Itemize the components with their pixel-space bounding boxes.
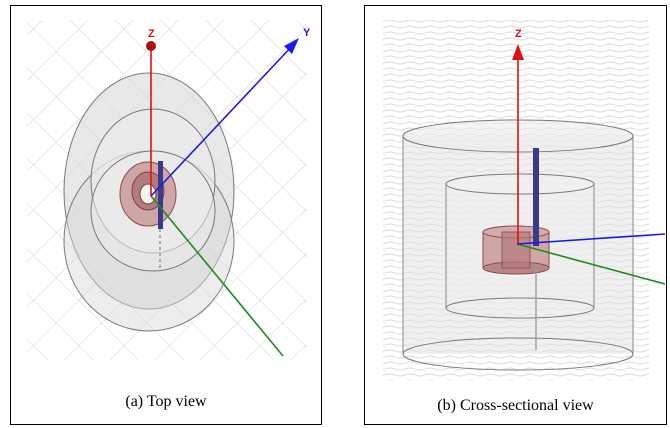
x-axis-line — [516, 243, 665, 285]
z-axis-arrow — [512, 44, 524, 60]
panel-cross-sectional-view: Z (b) Cross-sectional view — [364, 5, 667, 425]
feed-probe — [533, 148, 539, 246]
z-axis-label: Z — [515, 28, 522, 40]
x-axis-line — [150, 195, 284, 357]
panel-top-view: Z Y (a) Top view — [10, 5, 322, 425]
cross-section-figure: Z — [383, 20, 665, 380]
z-axis-label: Z — [148, 28, 155, 40]
z-axis-tip — [146, 41, 156, 51]
outer-cylinder-bottom — [402, 337, 634, 371]
feed-probe — [158, 161, 163, 229]
caption-cross-sectional-view: (b) Cross-sectional view — [437, 397, 594, 414]
y-axis-label: Y — [303, 27, 311, 39]
y-axis-line — [150, 43, 295, 197]
y-axis-line — [516, 233, 665, 245]
caption-top-view: (a) Top view — [125, 393, 207, 410]
ring-hole — [139, 183, 157, 205]
inner-cylinder-bottom — [445, 297, 595, 319]
y-axis-arrow — [284, 38, 299, 54]
ring-inner — [501, 231, 531, 269]
inner-cylinder-top — [445, 173, 595, 195]
top-view-figure: Z Y — [27, 20, 311, 360]
